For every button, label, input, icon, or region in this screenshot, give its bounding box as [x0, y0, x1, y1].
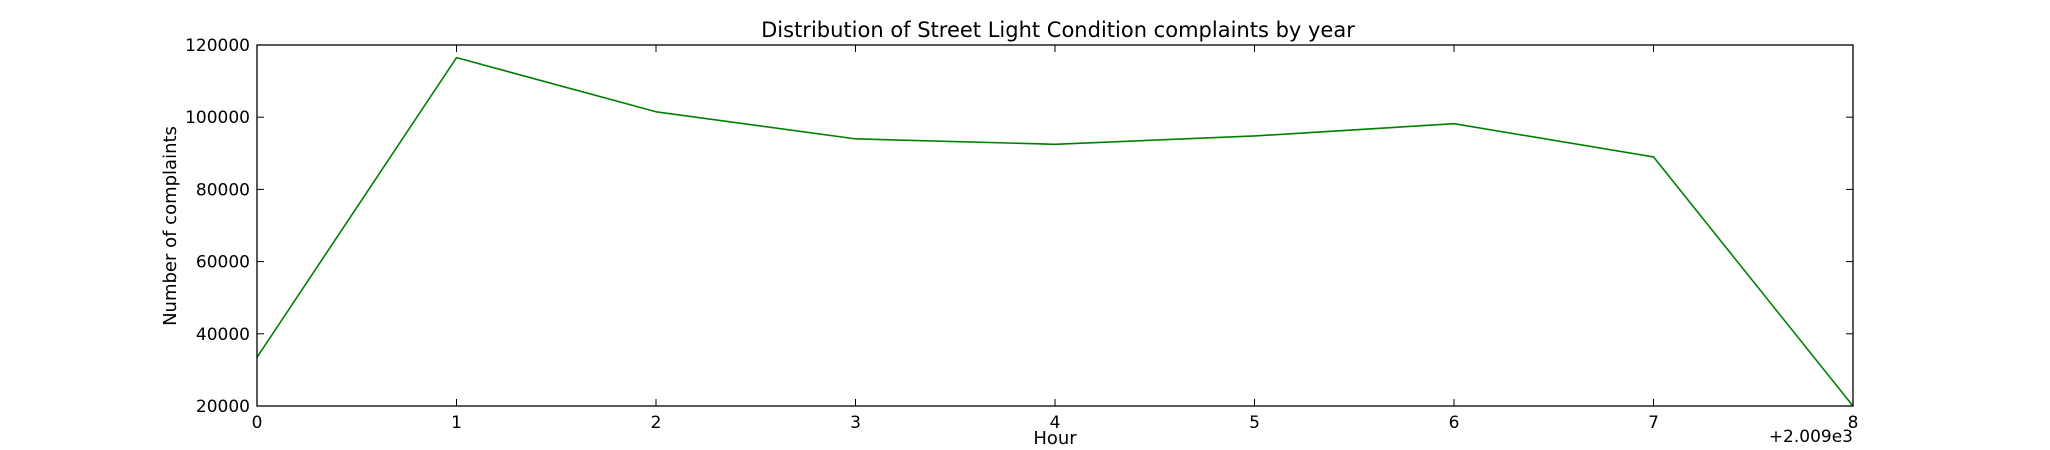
x-tick-label: 5: [1249, 413, 1260, 433]
plot-frame: [256, 44, 1854, 407]
series-layer: [256, 56, 1854, 407]
y-axis-label: Number of complaints: [160, 126, 181, 326]
y-tick-label: 100000: [185, 108, 250, 128]
series-line: [256, 56, 1854, 407]
x-tick-label: 8: [1848, 413, 1859, 433]
chart-title: Distribution of Street Light Condition c…: [761, 18, 1355, 42]
y-tick-label: 60000: [196, 253, 250, 273]
y-tick-label: 40000: [196, 325, 250, 345]
x-tick-label: 6: [1449, 413, 1460, 433]
x-tick-label: 0: [252, 413, 263, 433]
y-tick-label: 80000: [196, 180, 250, 200]
x-offset-label: +2.009e3: [1769, 427, 1853, 447]
tick-layer: 0 1 2 3 4 5 6 7 8 20000 40000 60000 80000 100000 12000…: [185, 36, 1858, 433]
x-tick-label: 3: [850, 413, 861, 433]
x-tick-label: 1: [451, 413, 462, 433]
x-tick-label: 4: [1050, 413, 1061, 433]
x-axis-label: Hour: [1033, 428, 1077, 449]
x-tick-label: 7: [1648, 413, 1659, 433]
y-tick-label: 20000: [196, 397, 250, 417]
y-tick-label: 120000: [185, 36, 250, 56]
x-tick-label: 2: [651, 413, 662, 433]
